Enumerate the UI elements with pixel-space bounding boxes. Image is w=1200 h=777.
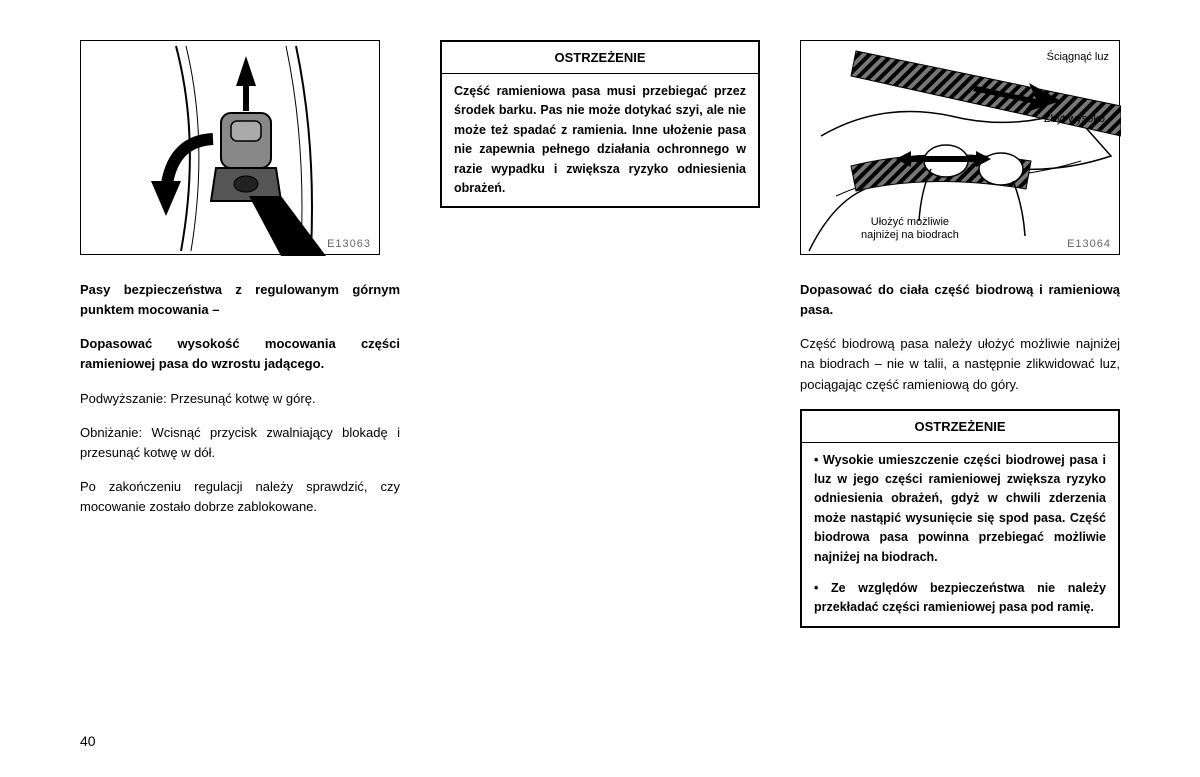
para-adjust-height: Dopasować wysokość mocowania części rami… [80,334,400,374]
page-content: E13063 Pasy bezpieczeństwa z regulowanym… [80,40,1120,720]
figure-code: E13064 [1067,238,1111,250]
warning-bullet-under-arm: • Ze względów bezpieczeństwa nie należy … [814,579,1106,618]
figure-seatbelt-anchor: E13063 [80,40,380,255]
column-left: E13063 Pasy bezpieczeństwa z regulowanym… [80,40,400,720]
warning-bullet-high-lap: • Wysokie umieszczenie części biodrowej … [814,451,1106,567]
callout-too-high: Zbyt wysoko [1044,113,1105,126]
warning-title: OSTRZEŻENIE [802,411,1118,443]
figure-code: E13063 [327,238,371,250]
column-middle: OSTRZEŻENIE Część ramieniowa pasa musi p… [440,40,760,720]
para-fit-body: Dopasować do ciała część biodrową i rami… [800,280,1120,320]
seatbelt-anchor-illustration [81,41,381,256]
warning-body: Część ramieniowa pasa musi przebiegać pr… [442,74,758,206]
figure-lap-belt: Ściągnąć luz Zbyt wysoko Ułożyć możliwie… [800,40,1120,255]
para-lower: Obniżanie: Wcisnąć przycisk zwalniający … [80,423,400,463]
column-right: Ściągnąć luz Zbyt wysoko Ułożyć możliwie… [800,40,1120,720]
para-belt-adjustable-heading: Pasy bezpieczeństwa z regulowanym górnym… [80,280,400,320]
para-raise: Podwyższanie: Przesunąć kotwę w górę. [80,389,400,409]
page-number: 40 [80,733,96,749]
callout-pull-slack: Ściągnąć luz [1047,51,1109,64]
warning-body: • Wysokie umieszczenie części biodrowej … [802,443,1118,626]
warning-title: OSTRZEŻENIE [442,42,758,74]
para-lap-low: Część biodrową pasa należy ułożyć możliw… [800,334,1120,394]
warning-box-shoulder: OSTRZEŻENIE Część ramieniowa pasa musi p… [440,40,760,208]
para-check-lock: Po zakończeniu regulacji należy sprawdzi… [80,477,400,517]
warning-box-lap: OSTRZEŻENIE • Wysokie umieszczenie częśc… [800,409,1120,628]
lap-belt-illustration [801,41,1121,256]
callout-low-on-hips: Ułożyć możliwie najniżej na biodrach [861,216,959,242]
